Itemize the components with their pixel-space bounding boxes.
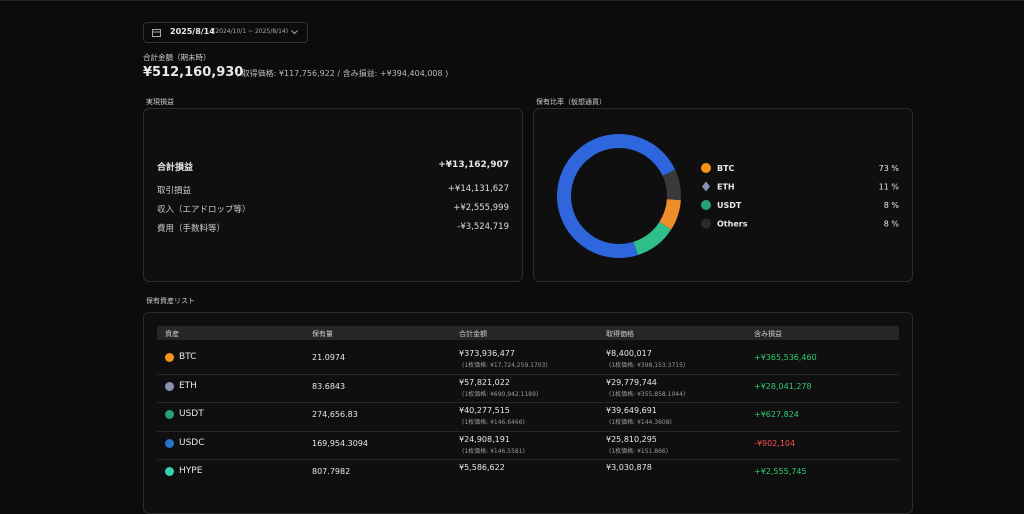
top-border [0, 0, 1024, 1]
cost: ¥3,030,878 [606, 463, 652, 472]
chevron [291, 30, 298, 35]
row-label: 取引損益 [157, 186, 192, 196]
table-header [157, 326, 899, 340]
asset-name: HYPE [179, 466, 203, 476]
row-divider [157, 373, 899, 375]
section-title: 保有比率（仮想通貨） [536, 98, 606, 106]
gain: +¥365,536,460 [754, 353, 817, 362]
total-sub: (1枚価格: ¥146.5581) [462, 447, 525, 455]
row-label: 収入（エアドロップ等） [157, 205, 251, 215]
row-value: -¥3,524,719 [457, 222, 509, 232]
cost: ¥29,779,744 [606, 377, 657, 387]
realized-panel: 合計損益 +¥13,162,907 取引損益 +¥14,131,627 収入（エアド… [143, 108, 523, 282]
legend-icon [701, 200, 711, 210]
total: ¥373,936,477 [459, 349, 515, 358]
asset-icon [165, 353, 174, 362]
date: 2025/8/14 [170, 27, 215, 36]
donut-segment [659, 199, 681, 230]
legend-icon [701, 163, 711, 173]
assets-panel: 資産 保有量 合計金額 取得価格 含み損益 BTC 21.0974 ¥373,936,477 (… [143, 312, 913, 514]
row-divider [157, 402, 899, 403]
legend-label: ETH [717, 183, 735, 192]
section-title: 実現損益 [146, 98, 174, 106]
gain: -¥902,104 [754, 438, 796, 448]
calendar-icon [152, 29, 161, 37]
cost: ¥25,810,295 [606, 434, 657, 444]
total: ¥57,821,022 [459, 377, 510, 387]
gain: +¥28,041,278 [754, 381, 812, 391]
gain: +¥627,824 [754, 410, 799, 419]
quantity: 83.6843 [312, 381, 346, 391]
cost-sub: (1枚価格: ¥355,858.1044) [609, 390, 686, 398]
donut-chart: BTC 73 % ETH 11 % USDT 8 % Others 8 % [557, 134, 900, 258]
section-title: 保有資産リスト [146, 297, 195, 305]
legend-icon [702, 181, 710, 192]
total-amount: ¥512,160,930 [143, 65, 244, 80]
total-detail: ( 取得価格: ¥117,756,922 / 含み損益: +¥394,404,0… [236, 69, 449, 78]
asset-icon [165, 438, 174, 448]
donut-segment [662, 169, 681, 201]
total-gain-label: 合計損益 [157, 163, 194, 173]
row-divider [157, 459, 899, 460]
total-sub: (1枚価格: ¥17,724,259.1703) [462, 362, 548, 369]
column-header: 保有量 [312, 330, 333, 338]
row-value: +¥14,131,627 [447, 184, 509, 194]
asset-name: USDC [179, 437, 205, 448]
column-header: 合計金額 [459, 330, 487, 338]
cost-sub: (1枚価格: ¥144.3608) [609, 419, 672, 426]
cost-sub: (1枚価格: ¥398,153.3715) [609, 362, 686, 369]
quantity: 274,656.83 [312, 410, 358, 419]
legend-label: Others [717, 220, 748, 229]
total: ¥24,908,191 [459, 434, 510, 444]
row-label: 費用（手数料等） [157, 224, 226, 234]
asset-icon [165, 381, 174, 391]
quantity: 169,954.3094 [312, 438, 368, 448]
asset-icon [165, 467, 174, 476]
total-sub: (1枚価格: ¥146.6466) [462, 419, 525, 426]
legend-value: 8 % [884, 201, 900, 210]
cost: ¥39,649,691 [606, 406, 657, 415]
total-sub: (1枚価格: ¥690,942.1189) [462, 390, 539, 398]
donut-segment [633, 221, 672, 256]
gain: +¥2,555,745 [754, 467, 807, 476]
cost: ¥8,400,017 [606, 349, 652, 358]
column-header: 含み損益 [754, 330, 782, 338]
asset-name: USDT [179, 409, 204, 419]
legend-value: 73 % [879, 164, 900, 173]
legend-icon [701, 218, 711, 229]
quantity: 21.0974 [312, 353, 346, 362]
legend-value: 11 % [879, 183, 900, 192]
date-selector[interactable]: 2025/8/14 (2024/10/1 ~ 2025/8/14) [143, 22, 308, 43]
date-range: (2024/10/1 ~ 2025/8/14) [213, 28, 289, 35]
allocation-panel: BTC 73 % ETH 11 % USDT 8 % Others 8 % [533, 108, 913, 282]
legend-label: BTC [717, 164, 735, 173]
quantity: 807.7982 [312, 467, 351, 476]
asset-icon [165, 410, 174, 419]
legend-value: 8 % [884, 220, 900, 229]
row-value: +¥2,555,999 [453, 203, 509, 213]
total: ¥40,277,515 [459, 406, 510, 415]
asset-name: BTC [179, 352, 197, 362]
row-divider [157, 430, 899, 432]
total: ¥5,586,622 [459, 463, 505, 472]
asset-name: ETH [179, 380, 197, 391]
legend-label: USDT [717, 201, 742, 210]
cost-sub: (1枚価格: ¥151.866) [609, 447, 669, 455]
column-header: 資産 [165, 330, 179, 338]
total-gain-value: +¥13,162,907 [438, 160, 509, 170]
column-header: 取得価格 [606, 330, 634, 338]
total-label: 合計金額（期末時） [143, 53, 211, 62]
